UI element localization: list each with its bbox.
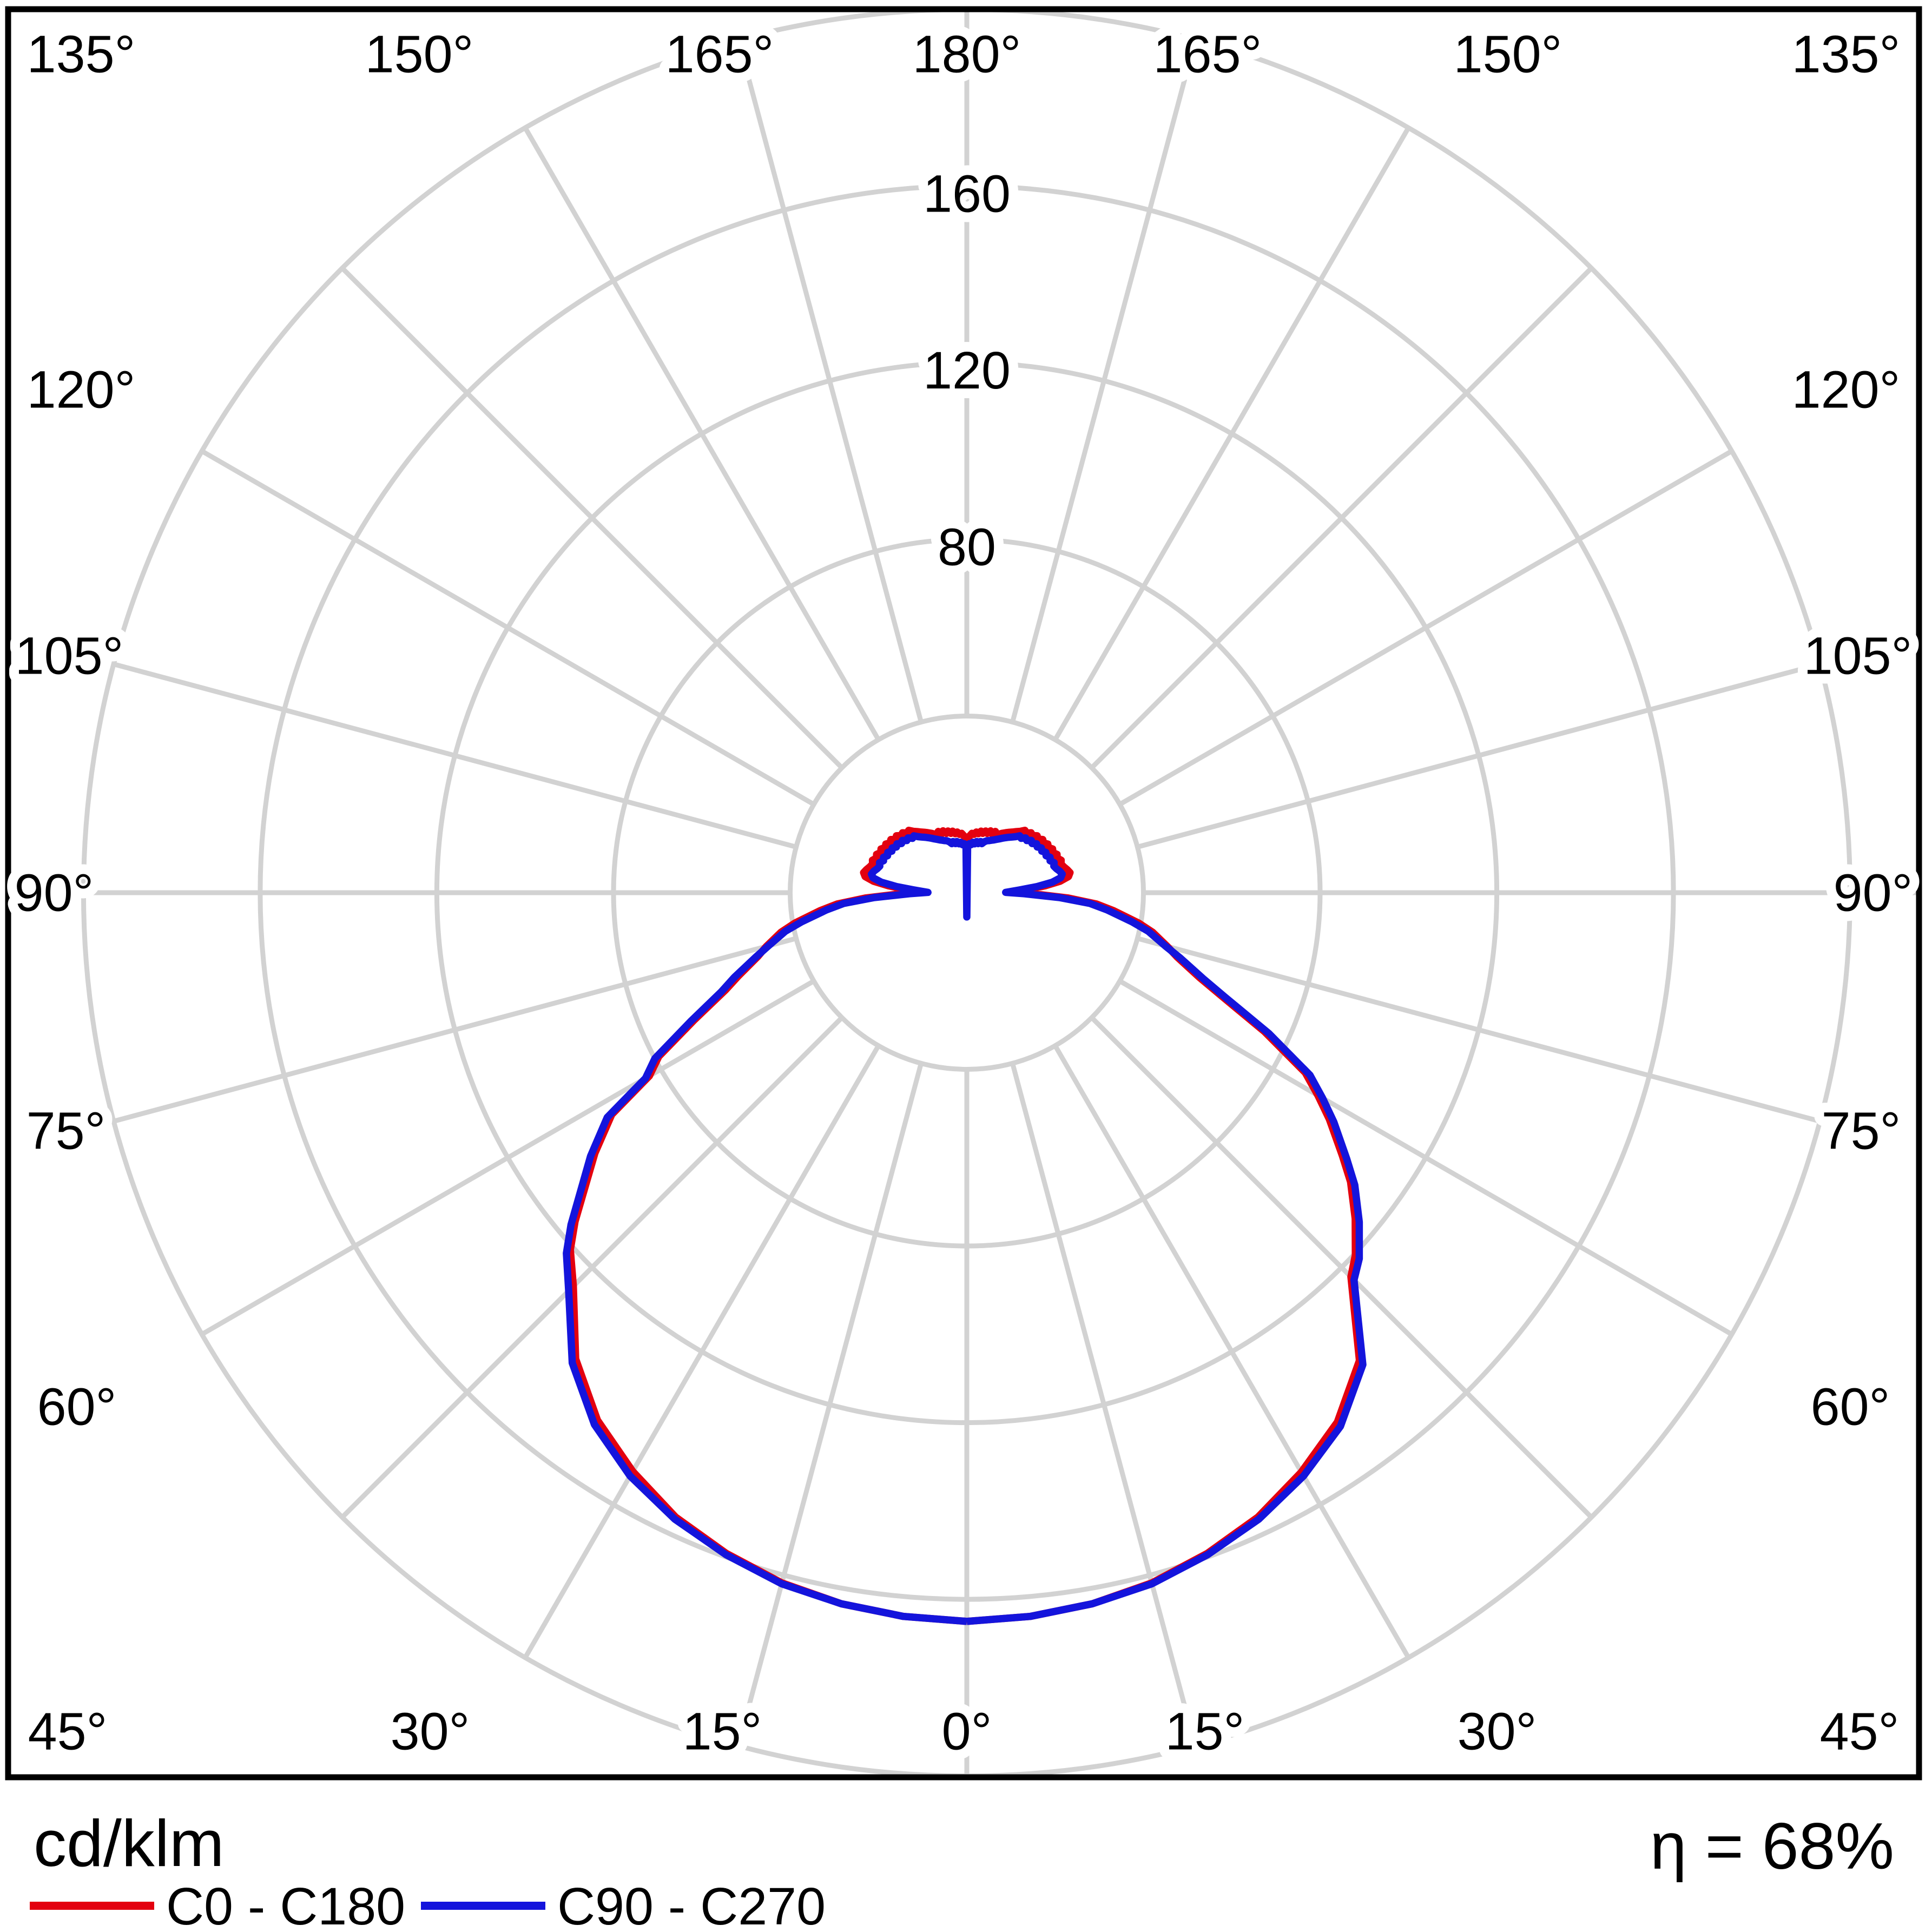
angle-label-top-3: 180° [913, 25, 1021, 84]
angle-label-right-3: 75° [1822, 1102, 1901, 1160]
angle-label-right-2: 90° [1834, 863, 1913, 922]
units-label: cd/klm [34, 1806, 225, 1880]
grid-ring-40 [788, 714, 1146, 1072]
axis-labels: 135° 150° 165° 180° 165° 150° 135° 45° 30° 15° 0° 1… [5, 15, 1923, 1771]
legend-label-c0-c180: C0 - C180 [166, 1877, 406, 1932]
grid-spoke-165 [1010, 38, 1198, 723]
grid-spoke-60 [1118, 979, 1733, 1337]
grid-spoke-45 [1090, 1016, 1593, 1519]
angle-label-right-4: 60° [1811, 1377, 1890, 1436]
grid-spoke-105 [1137, 662, 1821, 849]
grid-spoke-30 [1053, 1044, 1411, 1659]
angle-label-top-6: 135° [1792, 25, 1901, 84]
intensity-curves [563, 827, 1367, 1625]
grid-spoke-195 [736, 38, 924, 723]
angle-label-right-0: 120° [1792, 360, 1901, 419]
angle-label-bottom-1: 30° [391, 1702, 470, 1761]
grid-spoke-15 [1010, 1063, 1198, 1747]
grid-spoke-240 [200, 449, 815, 807]
angle-label-bottom-0: 45° [28, 1702, 108, 1761]
angle-label-left-1: 105° [15, 627, 124, 685]
grid-spoke-135 [1090, 266, 1593, 770]
angle-label-top-2: 165° [665, 25, 774, 84]
angle-label-top-5: 150° [1454, 25, 1562, 84]
angle-label-bottom-2: 15° [683, 1702, 762, 1761]
angle-label-bottom-5: 30° [1458, 1702, 1537, 1761]
angle-label-left-4: 60° [37, 1377, 117, 1436]
radial-label-160: 160 [923, 164, 1011, 223]
curve-c90-c270 [563, 832, 1367, 1625]
efficiency-value: η = 68% [1650, 1809, 1894, 1883]
angle-label-bottom-4: 15° [1165, 1702, 1245, 1761]
angle-label-bottom-6: 45° [1820, 1702, 1900, 1761]
grid-spoke-75 [1137, 936, 1821, 1124]
legend-swatch-c90-c270 [421, 1902, 545, 1910]
grid-spoke-120 [1118, 449, 1733, 807]
grid-spoke-345 [736, 1063, 924, 1747]
grid-spoke-330 [523, 1044, 881, 1659]
angle-label-left-0: 120° [27, 360, 136, 419]
grid-spoke-300 [200, 979, 815, 1337]
angle-label-left-2: 90° [15, 863, 94, 922]
angle-label-top-1: 150° [365, 25, 474, 84]
angle-label-bottom-3: 0° [942, 1702, 992, 1761]
polar-grid [8, 6, 1919, 1779]
radial-label-80: 80 [938, 517, 996, 576]
grid-spoke-285 [113, 936, 797, 1124]
plot-border [5, 6, 1922, 1781]
grid-spoke-255 [113, 662, 797, 849]
legend-label-c90-c270: C90 - C270 [557, 1877, 826, 1932]
grid-spoke-225 [340, 266, 844, 770]
grid-spoke-150 [1053, 126, 1411, 741]
legend-swatch-c0-c180 [30, 1902, 154, 1910]
angle-label-top-4: 165° [1153, 25, 1262, 84]
angle-label-right-1: 105° [1804, 627, 1913, 685]
angle-label-top-0: 135° [27, 25, 136, 84]
radial-label-120: 120 [923, 341, 1011, 400]
angle-label-left-3: 75° [27, 1102, 106, 1160]
grid-spoke-315 [340, 1016, 844, 1519]
grid-spoke-210 [523, 126, 881, 741]
